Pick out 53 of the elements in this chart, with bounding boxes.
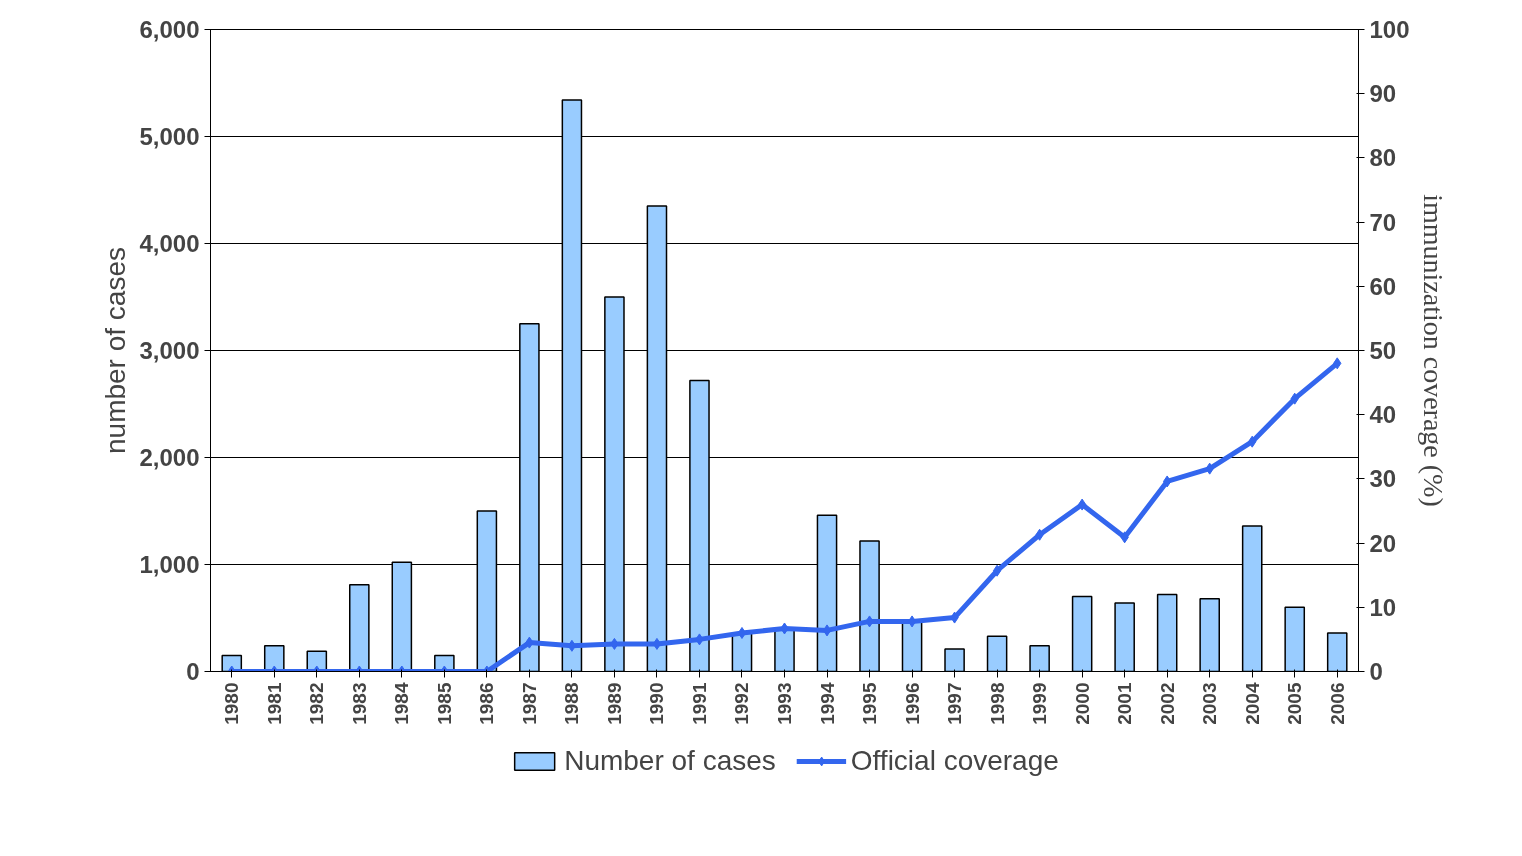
x-tick-label: 1992 — [731, 682, 753, 725]
legend-label: Number of cases — [564, 745, 776, 777]
x-tick-label: 2000 — [1071, 682, 1093, 725]
legend-label: Official coverage — [850, 745, 1059, 777]
x-tick-label: 1981 — [263, 682, 285, 725]
y2-tick-label: 90 — [1369, 80, 1397, 108]
x-tick-label: 2002 — [1156, 682, 1178, 725]
y-tick-label: 5,000 — [139, 123, 200, 150]
y-tick-label: 1,000 — [139, 551, 200, 578]
x-tick-label: 1996 — [901, 682, 923, 725]
y2-tick-label: 10 — [1369, 593, 1397, 621]
x-tick-label: 1986 — [476, 682, 498, 725]
x-tick-label: 1994 — [816, 682, 838, 725]
x-tick-label: 1997 — [944, 682, 966, 725]
y-axis-title: number of cases — [100, 247, 132, 454]
y-tick-label: 0 — [186, 658, 200, 685]
y-tick-label: 6,000 — [139, 16, 200, 43]
x-tick-label: 1993 — [774, 682, 795, 725]
y2-axis-title: immunization coverage (%) — [1417, 194, 1449, 507]
x-tick-label: 1988 — [561, 682, 583, 725]
x-tick-label: 1987 — [518, 682, 540, 725]
y2-tick-label: 20 — [1369, 529, 1397, 557]
x-tick-label: 1998 — [986, 682, 1008, 725]
x-tick-label: 1999 — [1029, 682, 1051, 725]
bar — [349, 584, 370, 672]
point — [1077, 498, 1087, 511]
x-tick-label: 2004 — [1241, 682, 1263, 725]
x-tick-label: 1985 — [433, 682, 455, 725]
x-tick-label: 2001 — [1114, 682, 1136, 725]
x-tick-label: 1983 — [348, 682, 370, 725]
x-tick-label: 1991 — [688, 682, 710, 725]
y2-tick-label: 0 — [1369, 658, 1383, 685]
y2-tick-label: 100 — [1369, 16, 1410, 43]
point — [992, 564, 1002, 577]
x-tick-label: 1995 — [859, 682, 881, 725]
y2-tick-label: 40 — [1369, 401, 1397, 429]
y2-tick-label: 60 — [1369, 272, 1397, 300]
x-tick-label: 2006 — [1326, 682, 1348, 725]
x-tick-label: 2003 — [1199, 682, 1221, 725]
y2-tick-label: 70 — [1369, 208, 1397, 236]
y2-tick-label: 50 — [1369, 337, 1397, 364]
x-tick-label: 1982 — [306, 682, 328, 725]
x-tick-label: 1989 — [603, 682, 625, 725]
bar — [263, 645, 285, 672]
y2-tick-label: 30 — [1369, 465, 1397, 493]
x-tick-label: 1984 — [391, 682, 413, 725]
y-tick-label: 2,000 — [139, 444, 200, 471]
y2-tick-label: 80 — [1369, 144, 1397, 172]
x-tick-label: 1980 — [221, 682, 243, 725]
x-tick-label: 1990 — [646, 682, 668, 725]
y-tick-label: 4,000 — [139, 230, 200, 257]
x-tick-label: 2005 — [1284, 682, 1306, 725]
y-tick-label: 3,000 — [139, 337, 200, 364]
